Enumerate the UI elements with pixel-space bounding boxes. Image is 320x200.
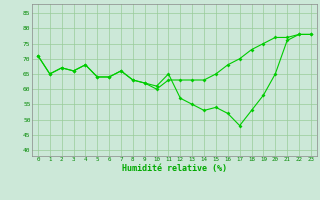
X-axis label: Humidité relative (%): Humidité relative (%) [122, 164, 227, 173]
